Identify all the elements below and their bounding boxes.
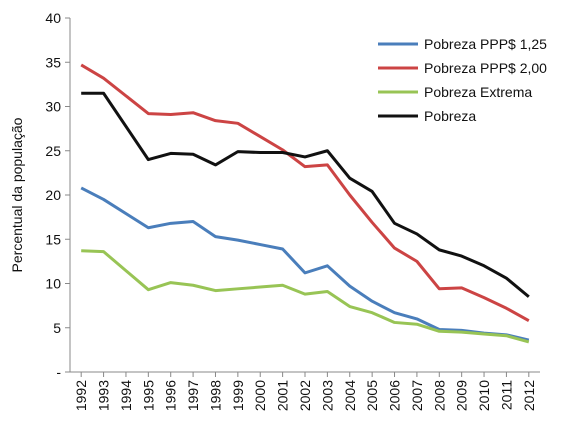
y-tick-label: 40 — [45, 10, 61, 26]
y-axis-label: Percentual da população — [9, 117, 25, 272]
x-tick-label: 1993 — [96, 380, 112, 411]
x-tick-label: 2000 — [252, 380, 268, 411]
x-tick-label: 1996 — [163, 380, 179, 411]
x-tick-label: 2009 — [454, 380, 470, 411]
x-tick-label: 2003 — [319, 380, 335, 411]
x-tick-label: 1998 — [207, 380, 223, 411]
series-line — [80, 186, 530, 342]
x-tick-label: 2005 — [364, 380, 380, 411]
x-tick-label: 2002 — [297, 380, 313, 411]
x-tick-label: 2001 — [275, 380, 291, 411]
y-tick-label: 15 — [45, 231, 61, 247]
x-tick-label: 2004 — [342, 380, 358, 411]
x-tick-label: 1994 — [118, 380, 134, 411]
y-tick-label: 25 — [45, 143, 61, 159]
legend-label: Pobreza Extrema — [424, 84, 532, 100]
x-tick-label: 1999 — [230, 380, 246, 411]
x-tick-label: 2010 — [476, 380, 492, 411]
series-line — [81, 91, 530, 298]
legend-label: Pobreza — [424, 108, 476, 124]
y-tick-label: 20 — [45, 187, 61, 203]
x-tick-label: 2006 — [387, 380, 403, 411]
y-tick-label: 10 — [45, 276, 61, 292]
x-tick-label: 2007 — [409, 380, 425, 411]
x-tick-label: 1997 — [185, 380, 201, 411]
y-tick-label: 5 — [53, 320, 61, 336]
y-tick-label: 35 — [45, 54, 61, 70]
legend-label: Pobreza PPP$ 2,00 — [424, 60, 547, 76]
series-line — [81, 249, 530, 344]
x-tick-label: 2011 — [498, 380, 514, 410]
series-line — [80, 63, 530, 322]
y-tick-label: 30 — [45, 99, 61, 115]
y-tick-label: - — [56, 364, 61, 380]
x-tick-label: 2012 — [521, 380, 537, 411]
x-tick-label: 1992 — [73, 380, 89, 411]
legend-label: Pobreza PPP$ 1,25 — [424, 36, 547, 52]
x-tick-label: 1995 — [140, 380, 156, 411]
x-tick-label: 2008 — [431, 380, 447, 411]
